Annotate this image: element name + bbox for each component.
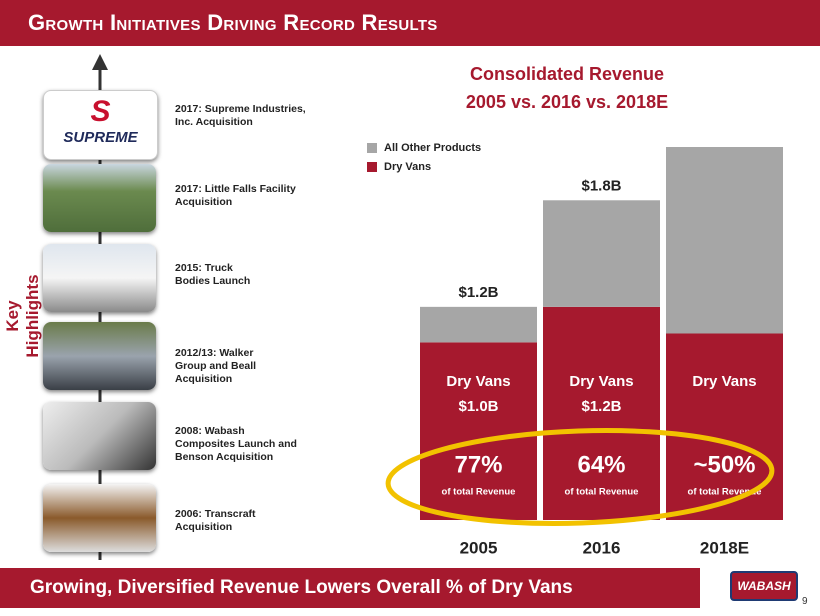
slide-title: Growth Initiatives Driving Record Result… — [28, 10, 438, 35]
share-caption: of total Revenue — [688, 487, 762, 498]
footer-bar — [0, 568, 700, 608]
chart-subtitle: 2005 vs. 2016 vs. 2018E — [466, 92, 668, 112]
x-tick-label: 2016 — [583, 538, 621, 557]
timeline-photo — [43, 402, 156, 470]
bar-segment — [666, 147, 783, 334]
timeline-label: 2008: Wabash Composites Launch and Benso… — [175, 425, 297, 463]
total-label: $1.2B — [458, 284, 498, 301]
share-caption: of total Revenue — [442, 487, 516, 498]
value-label: $1.2B — [581, 398, 621, 415]
timeline-logo: S SUPREME — [43, 90, 158, 160]
total-label: $1.8B — [581, 177, 621, 194]
bar-series-name: Dry Vans — [692, 373, 756, 390]
x-tick-label: 2005 — [460, 538, 498, 557]
legend-label: Dry Vans — [384, 161, 431, 173]
timeline-label: 2017: Little Falls Facility Acquisition — [175, 183, 296, 208]
timeline-label: 2017: Supreme Industries, Inc. Acquisiti… — [175, 103, 306, 128]
timeline-photo — [43, 164, 156, 232]
value-label: $1.0B — [458, 398, 498, 415]
legend-label: All Other Products — [384, 142, 481, 154]
header-bar — [0, 0, 820, 46]
bar-series-name: Dry Vans — [569, 373, 633, 390]
logo-text: SUPREME — [63, 129, 138, 146]
timeline-label: 2012/13: Walker Group and Beall Acquisit… — [175, 347, 257, 385]
company-logo: WABASH — [730, 571, 798, 601]
legend-swatch — [367, 143, 377, 153]
chart-title: Consolidated Revenue — [470, 64, 664, 84]
share-label: ~50% — [693, 451, 755, 478]
bar-series-name: Dry Vans — [446, 373, 510, 390]
timeline-photo — [43, 244, 156, 312]
legend-swatch — [367, 162, 377, 172]
share-label: 77% — [454, 451, 502, 478]
timeline-label: 2015: Truck Bodies Launch — [175, 262, 251, 287]
timeline-photo — [43, 484, 156, 552]
share-label: 64% — [577, 451, 625, 478]
bar-segment — [543, 200, 660, 307]
timeline-label: 2006: Transcraft Acquisition — [175, 508, 256, 533]
footer-text: Growing, Diversified Revenue Lowers Over… — [30, 577, 573, 598]
x-tick-label: 2018E — [700, 538, 749, 557]
timeline-photo — [43, 322, 156, 390]
bar-segment — [420, 306, 537, 343]
page-number: 9 — [802, 596, 808, 607]
share-caption: of total Revenue — [565, 487, 639, 498]
